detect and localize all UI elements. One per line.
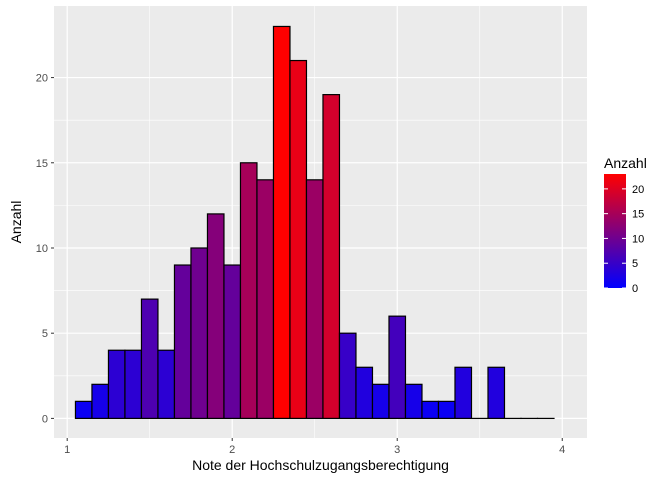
histogram-bar — [371, 383, 390, 420]
histogram-bar — [91, 383, 110, 420]
histogram-bar — [206, 213, 225, 420]
histogram-bar — [322, 94, 341, 420]
histogram-bar — [355, 366, 374, 420]
x-tick-label: 3 — [394, 444, 400, 456]
legend-tick-label: 5 — [632, 258, 638, 270]
x-axis-ticks: 1 2 3 4 — [64, 438, 565, 456]
x-tick-label: 4 — [559, 444, 565, 456]
x-axis-title: Note der Hochschulzugangsberechtigung — [192, 457, 449, 473]
y-tick-label: 5 — [42, 328, 48, 340]
histogram-bar — [190, 247, 209, 420]
y-tick-label: 10 — [36, 243, 48, 255]
histogram-bar — [338, 332, 357, 420]
histogram-bar — [289, 59, 308, 420]
histogram-bar — [140, 298, 159, 420]
legend-ticks: 0 5 10 15 20 — [604, 184, 644, 295]
legend-tick-label: 20 — [632, 184, 644, 196]
histogram-bar — [454, 366, 473, 420]
legend-tick-label: 10 — [632, 233, 644, 245]
legend-tick-label: 0 — [632, 283, 638, 295]
histogram-bar — [107, 349, 126, 420]
y-tick-label: 15 — [36, 158, 48, 170]
histogram-bar — [157, 349, 176, 420]
y-tick-label: 0 — [42, 413, 48, 425]
x-tick-label: 2 — [229, 444, 235, 456]
histogram-bar — [173, 264, 192, 420]
y-axis-ticks: 0 5 10 15 20 — [36, 73, 54, 425]
histogram-bar — [239, 162, 258, 420]
histogram-bars — [74, 25, 555, 420]
histogram-bar — [223, 264, 242, 420]
y-tick-label: 20 — [36, 73, 48, 85]
histogram-bar — [124, 349, 143, 420]
legend-colorbar — [604, 174, 626, 288]
histogram-bar — [437, 400, 456, 420]
legend-title: Anzahl — [604, 155, 647, 171]
histogram-bar — [256, 179, 275, 420]
color-legend: Anzahl 0 5 10 15 20 — [604, 155, 647, 295]
histogram-bar — [305, 179, 324, 420]
y-axis-title: Anzahl — [8, 201, 24, 244]
histogram-bar — [487, 366, 506, 420]
histogram-bar — [404, 383, 423, 420]
histogram-bar — [388, 315, 407, 420]
x-tick-label: 1 — [64, 444, 70, 456]
histogram-bar — [421, 400, 440, 420]
histogram-bar — [272, 25, 291, 420]
histogram-bar — [74, 400, 93, 420]
legend-tick-label: 15 — [632, 209, 644, 221]
